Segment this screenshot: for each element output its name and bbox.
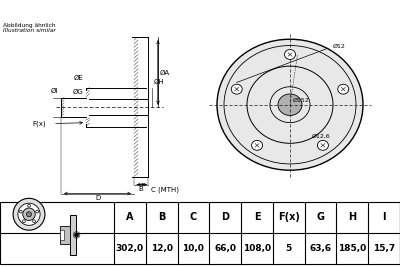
Circle shape <box>26 212 32 217</box>
Text: B: B <box>139 186 143 192</box>
Text: 185,0: 185,0 <box>338 244 366 253</box>
Text: 302,0: 302,0 <box>116 244 144 253</box>
Text: 10,0: 10,0 <box>182 244 204 253</box>
Text: 15,7: 15,7 <box>373 244 395 253</box>
Circle shape <box>252 140 262 150</box>
Bar <box>60 230 64 239</box>
Text: C (MTH): C (MTH) <box>151 186 179 193</box>
Text: Ø12: Ø12 <box>333 44 346 49</box>
Text: Ø152: Ø152 <box>293 98 310 103</box>
Circle shape <box>278 94 302 116</box>
Text: 12,0: 12,0 <box>151 244 173 253</box>
Circle shape <box>13 198 45 230</box>
Text: ØA: ØA <box>160 69 170 75</box>
Text: 5: 5 <box>286 244 292 253</box>
Text: ØG: ØG <box>72 89 83 95</box>
Text: I: I <box>382 212 386 222</box>
Text: C: C <box>190 212 197 222</box>
Circle shape <box>338 84 349 94</box>
Text: D: D <box>221 212 229 222</box>
Text: ØI: ØI <box>51 88 58 94</box>
Text: D: D <box>95 195 100 201</box>
Text: Ø12,6: Ø12,6 <box>312 134 331 139</box>
Text: Ate: Ate <box>280 105 332 133</box>
Text: Abbildung ähnlich: Abbildung ähnlich <box>3 23 56 28</box>
Text: 63,6: 63,6 <box>310 244 332 253</box>
Text: H: H <box>348 212 356 222</box>
Text: 108,0: 108,0 <box>243 244 271 253</box>
Text: E: E <box>254 212 260 222</box>
Text: 66,0: 66,0 <box>214 244 236 253</box>
Text: A: A <box>126 212 134 222</box>
Text: 24.0112-0186.1    412186: 24.0112-0186.1 412186 <box>94 2 306 17</box>
Text: F(x): F(x) <box>278 212 300 222</box>
Circle shape <box>318 140 328 150</box>
Text: ØH: ØH <box>154 79 165 85</box>
Circle shape <box>18 203 40 225</box>
Bar <box>60 226 70 244</box>
Circle shape <box>217 39 363 170</box>
Circle shape <box>284 50 296 60</box>
Text: G: G <box>316 212 324 222</box>
Circle shape <box>74 233 79 237</box>
Text: Illustration similar: Illustration similar <box>3 29 56 33</box>
Circle shape <box>23 208 35 221</box>
Text: B: B <box>158 212 165 222</box>
Circle shape <box>231 84 242 94</box>
Text: ØE: ØE <box>73 74 83 80</box>
Text: F(x): F(x) <box>32 120 46 127</box>
Bar <box>70 215 76 255</box>
